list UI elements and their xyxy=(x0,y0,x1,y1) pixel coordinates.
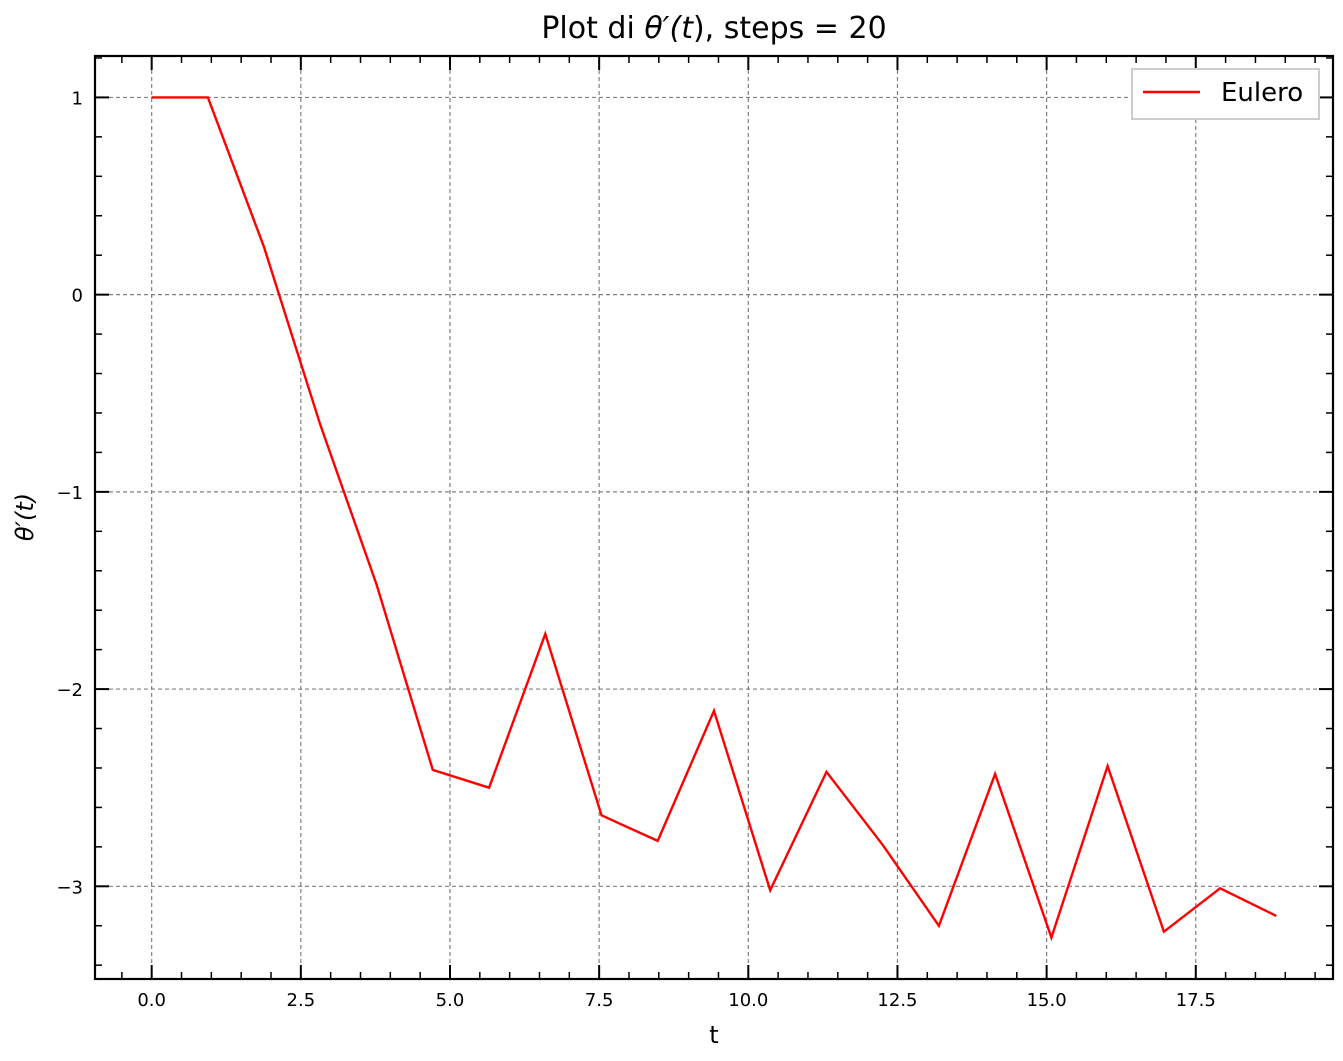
legend-box xyxy=(1131,68,1320,120)
x-tick-label: 7.5 xyxy=(585,990,614,1011)
tick-labels: 0.0 2.5 5.0 7.5 10.0 12.5 15.0 17.5 1 0 −1 −2 −3 xyxy=(56,88,1215,1011)
series-line-eulero xyxy=(151,96,1277,942)
y-tick-label: 1 xyxy=(72,88,83,109)
y-axis-label: θ′(t) xyxy=(11,493,39,541)
x-tick-label: 5.0 xyxy=(436,990,465,1011)
series-layer xyxy=(151,96,1277,942)
x-tick-label: 15.0 xyxy=(1027,990,1067,1011)
y-tick-label: −1 xyxy=(56,483,83,504)
y-tick-label: −3 xyxy=(56,877,83,898)
legend-label-eulero: Eulero xyxy=(1221,78,1303,108)
x-tick-label: 10.0 xyxy=(728,990,768,1011)
ticks xyxy=(95,56,1333,979)
x-tick-label: 2.5 xyxy=(287,990,316,1011)
x-tick-label: 12.5 xyxy=(877,990,917,1011)
grid xyxy=(95,56,1333,979)
y-tick-label: 0 xyxy=(72,286,83,307)
x-axis-label: t xyxy=(709,1021,718,1049)
x-tick-label: 0.0 xyxy=(137,990,166,1011)
legend: Eulero xyxy=(1131,68,1320,120)
chart-title: Plot di θ′(t), steps = 20 xyxy=(541,11,886,46)
plot-frame xyxy=(93,54,1335,981)
x-tick-label: 17.5 xyxy=(1176,990,1216,1011)
y-tick-label: −2 xyxy=(56,680,83,701)
